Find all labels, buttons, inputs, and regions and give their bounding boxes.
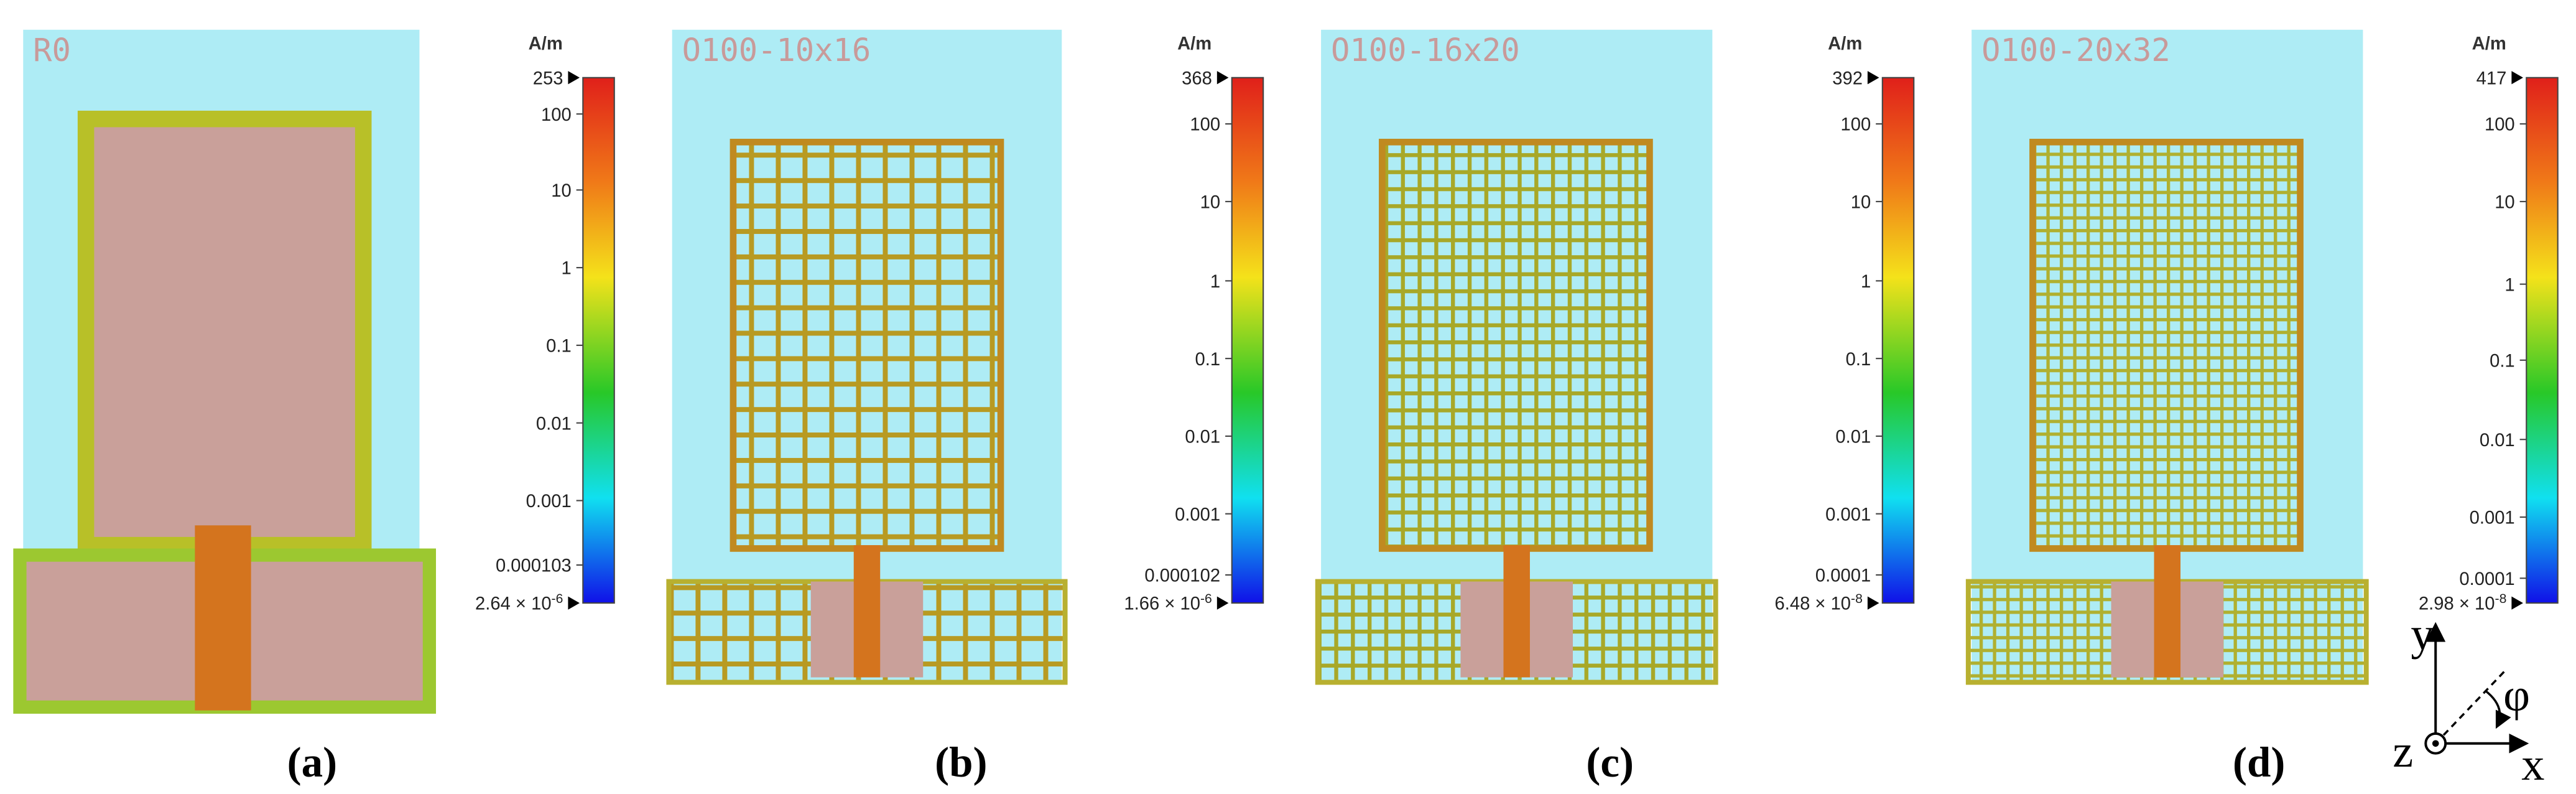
- caption: (b): [935, 738, 987, 786]
- tick-label: 0.01: [1185, 427, 1220, 447]
- axis-label: x: [2521, 739, 2544, 790]
- max-marker: [2511, 71, 2523, 85]
- min-marker: [1216, 596, 1229, 610]
- tick-label: 0.1: [1846, 350, 1871, 370]
- min-label: 2.98 × 10-8: [2419, 591, 2506, 614]
- tick-label: 10: [2495, 193, 2514, 213]
- tick-label: 0.001: [2470, 508, 2515, 528]
- min-base: 2.98 × 10: [2419, 594, 2495, 614]
- tick-label: 1: [1861, 272, 1871, 292]
- panel: O100-16x20 A/m 392 100 10 1 0.1 0.01 0.001 0.0001…: [1315, 29, 1915, 786]
- tick-label: 1: [561, 259, 571, 279]
- caption: (c): [1586, 738, 1634, 786]
- max-label: 253: [533, 68, 563, 88]
- tick-label: 0.1: [2490, 351, 2515, 371]
- patch-mesh: [2029, 139, 2304, 552]
- axis-label: z: [2393, 726, 2413, 777]
- colorbar: [2526, 77, 2559, 604]
- tick-label: 0.001: [1825, 505, 1871, 525]
- min-base: 1.66 × 10: [1124, 594, 1200, 614]
- min-marker: [568, 596, 580, 610]
- caption: (d): [2233, 738, 2285, 786]
- min-base: 2.64 × 10: [475, 594, 552, 614]
- colorbar-unit: A/m: [1177, 34, 1212, 54]
- panel-label: O100-16x20: [1331, 32, 1520, 68]
- colorbar-unit: A/m: [529, 34, 563, 54]
- axis-label: y: [2411, 609, 2434, 660]
- max-marker: [1867, 71, 1879, 85]
- tick-label: 0.1: [1195, 350, 1221, 370]
- max-label: 392: [1832, 68, 1863, 88]
- min-label: 2.64 × 10-6: [475, 591, 563, 614]
- colorbar: [1231, 77, 1264, 604]
- panel: O100-20x32 A/m 417 100 10 1 0.1 0.01 0.001 0.0001…: [1965, 29, 2559, 786]
- tick-label: 0.000102: [1144, 566, 1220, 586]
- feed: [195, 525, 251, 711]
- feed: [2154, 545, 2181, 678]
- colorbar: [1881, 77, 1915, 604]
- tick-label: 1: [2504, 275, 2514, 295]
- min-exponent: -8: [2495, 591, 2507, 606]
- tick-label: 100: [1841, 115, 1871, 135]
- tick-label: 10: [551, 181, 571, 201]
- patch-mesh: [1379, 139, 1653, 552]
- min-marker: [2511, 596, 2523, 610]
- max-marker: [1216, 71, 1229, 85]
- min-exponent: -6: [552, 591, 563, 606]
- axis-icon: y x z φ: [2393, 609, 2544, 790]
- tick-label: 100: [2485, 115, 2515, 135]
- tick-label: 0.001: [526, 492, 572, 511]
- patch-mesh: [730, 139, 1004, 552]
- tick-label: 100: [1190, 115, 1220, 135]
- tick-label: 0.1: [546, 337, 572, 357]
- colorbar: [582, 77, 615, 604]
- axis-label: φ: [2503, 670, 2530, 721]
- min-base: 6.48 × 10: [1775, 594, 1851, 614]
- tick-label: 0.01: [2480, 431, 2515, 451]
- tick-label: 0.01: [1835, 427, 1871, 447]
- tick-label: 100: [541, 105, 572, 125]
- tick-label: 0.001: [1175, 505, 1220, 525]
- colorbar-unit: A/m: [2472, 34, 2506, 54]
- panel: O100-10x16 A/m 368 100 10 1 0.1 0.01 0.001 0.0001…: [666, 29, 1264, 786]
- min-exponent: -6: [1200, 591, 1212, 606]
- min-label: 1.66 × 10-6: [1124, 591, 1212, 614]
- panel-label: O100-10x16: [682, 32, 871, 68]
- caption: (a): [287, 738, 337, 786]
- panel: R0 A/m 253 100 10 1 0.1 0.01 0.001 0.000103 2.64 ×…: [13, 29, 615, 786]
- colorbar-unit: A/m: [1828, 34, 1862, 54]
- tick-label: 0.0001: [1815, 566, 1871, 586]
- panel-label: R0: [33, 32, 71, 68]
- tick-label: 10: [1851, 193, 1871, 213]
- tick-label: 0.000103: [496, 556, 572, 576]
- tick-label: 10: [1200, 193, 1220, 213]
- max-label: 417: [2476, 68, 2507, 88]
- feed: [853, 545, 881, 678]
- max-label: 368: [1182, 68, 1212, 88]
- panel-label: O100-20x32: [1981, 32, 2171, 68]
- min-label: 6.48 × 10-8: [1775, 591, 1863, 614]
- patch: [77, 110, 372, 554]
- tick-label: 1: [1210, 272, 1220, 292]
- tick-label: 0.01: [536, 414, 572, 434]
- tick-label: 0.0001: [2459, 569, 2514, 589]
- max-marker: [568, 71, 580, 85]
- min-exponent: -8: [1851, 591, 1863, 606]
- feed: [1503, 545, 1530, 678]
- min-marker: [1867, 596, 1879, 610]
